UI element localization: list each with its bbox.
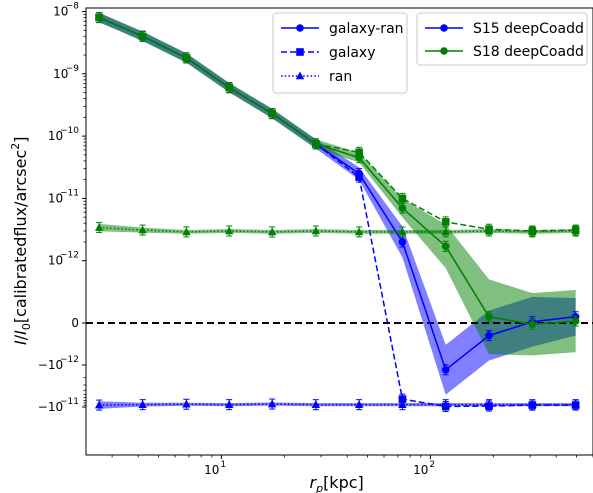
y-tick-label-base: 10 xyxy=(48,191,63,205)
y-tick-label: −11−10 xyxy=(38,397,79,414)
y-tick-label-base: 0 xyxy=(71,316,79,330)
legend-surveys: S15 deepCoadd S18 deepCoadd xyxy=(417,13,587,65)
y-tick-label: −12−10 xyxy=(38,355,79,372)
legends: galaxy-ran galaxy ran S15 deepCoadd S18 deep… xyxy=(273,13,587,93)
data-point-S15-galaxy-ran xyxy=(485,332,493,340)
data-point-S18-galaxy xyxy=(95,14,103,22)
legend-label: ran xyxy=(329,69,352,85)
data-point-S18-galaxy xyxy=(225,84,233,92)
data-point-S18-galaxy-ran xyxy=(442,243,450,251)
data-point-S15-galaxy xyxy=(355,173,363,181)
data-point-S18-galaxy xyxy=(312,140,320,148)
legend-styles: galaxy-ran galaxy ran xyxy=(273,13,407,93)
y-tick-label: 0 xyxy=(71,316,79,330)
data-point-S15-galaxy-ran xyxy=(442,366,450,374)
y-tick-label-base: 10 xyxy=(48,129,63,143)
data-point-S18-galaxy-ran xyxy=(485,313,493,321)
x-tick-label-exp: 1 xyxy=(220,460,226,470)
x-tick-label-base: 10 xyxy=(204,463,219,477)
y-tick-label-base: 10 xyxy=(53,67,68,81)
data-point-S18-galaxy xyxy=(268,110,276,118)
data-point-S18-galaxy xyxy=(355,148,363,156)
y-tick-label: −910 xyxy=(53,64,79,81)
legend-label: S15 deepCoadd xyxy=(473,21,584,37)
data-point-S18-galaxy xyxy=(183,54,191,62)
band-S18-ran xyxy=(99,224,576,234)
y-tick-label-base: −10 xyxy=(38,400,63,414)
x-tick-label-base: 10 xyxy=(413,463,428,477)
data-point-S18-galaxy-ran xyxy=(572,317,580,325)
data-point-S18-galaxy xyxy=(399,195,407,203)
data-point-S15-galaxy-ran xyxy=(399,238,407,246)
y-tick-label-base: −10 xyxy=(38,358,63,372)
legend-label: S18 deepCoadd xyxy=(473,44,584,60)
x-tick-label: 10 2 xyxy=(413,460,435,477)
y-tick-label: −810 xyxy=(53,2,79,19)
y-axis-label: I/I0[calibratedflux/arcsec2] xyxy=(9,136,33,345)
data-point-S18-galaxy xyxy=(442,218,450,226)
data-point-S18-galaxy xyxy=(139,32,147,40)
legend-label: galaxy xyxy=(329,45,376,61)
legend-marker-swatch xyxy=(296,24,304,32)
data-point-S18-galaxy-ran xyxy=(529,320,537,328)
x-axis-label: rp[kpc] xyxy=(310,473,364,493)
x-tick-label: 10 1 xyxy=(204,460,226,477)
legend-marker-swatch xyxy=(440,24,448,32)
x-tick-label-exp: 2 xyxy=(429,460,435,470)
legend-label: galaxy-ran xyxy=(329,21,404,37)
data-point-S18-galaxy-ran xyxy=(399,204,407,212)
y-tick-label-base: 10 xyxy=(48,254,63,268)
legend-marker-swatch xyxy=(440,47,448,55)
y-tick-label-base: 10 xyxy=(53,5,68,19)
legend-marker-swatch xyxy=(296,48,304,56)
